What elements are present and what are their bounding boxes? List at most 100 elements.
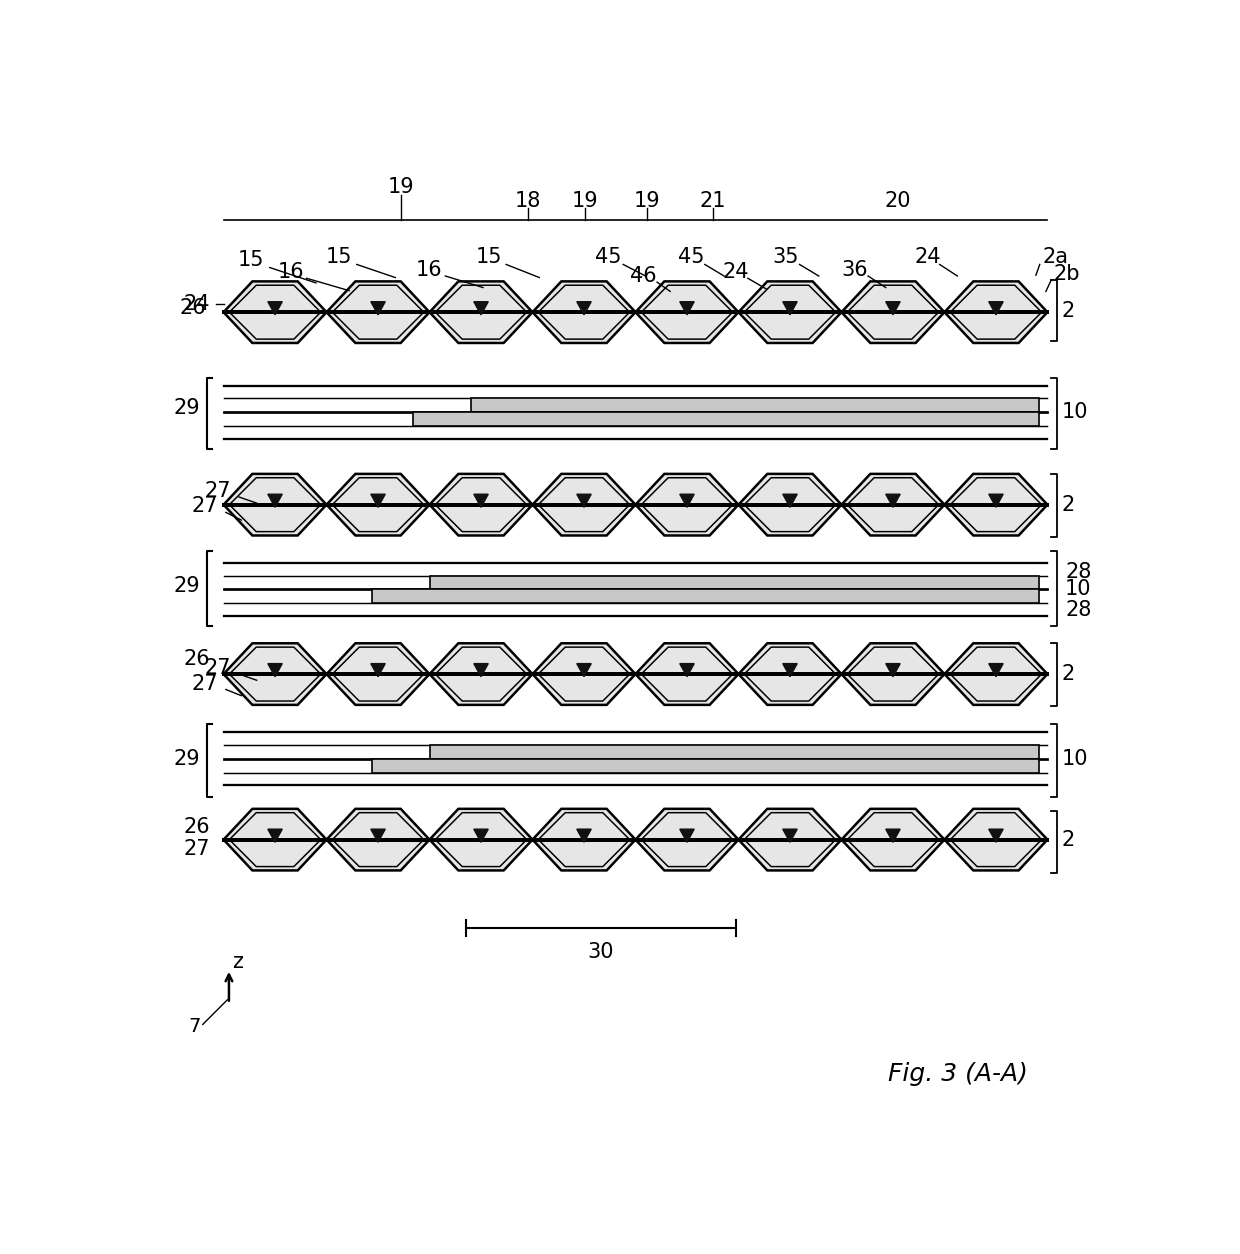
Polygon shape — [739, 643, 842, 705]
Polygon shape — [945, 809, 1048, 870]
Text: 28: 28 — [1065, 563, 1091, 582]
Text: 16: 16 — [415, 260, 443, 280]
Polygon shape — [782, 302, 797, 315]
Text: 2: 2 — [1061, 830, 1075, 850]
Text: 28: 28 — [1065, 601, 1091, 621]
Polygon shape — [842, 809, 945, 870]
Polygon shape — [842, 281, 945, 344]
Polygon shape — [532, 809, 635, 870]
Polygon shape — [635, 809, 739, 870]
Text: 2: 2 — [1061, 665, 1075, 685]
Polygon shape — [474, 494, 489, 508]
Polygon shape — [945, 281, 1048, 344]
Polygon shape — [372, 759, 1039, 772]
Text: 45: 45 — [595, 247, 621, 267]
Polygon shape — [429, 643, 532, 705]
Text: 10: 10 — [1061, 403, 1087, 423]
Text: 10: 10 — [1065, 579, 1091, 599]
Polygon shape — [429, 576, 1039, 589]
Text: 29: 29 — [174, 576, 201, 596]
Text: 27: 27 — [205, 480, 231, 500]
Polygon shape — [577, 829, 591, 843]
Text: 10: 10 — [1061, 749, 1087, 769]
Polygon shape — [680, 663, 694, 677]
Polygon shape — [326, 809, 429, 870]
Polygon shape — [371, 494, 386, 508]
Polygon shape — [223, 643, 326, 705]
Text: 19: 19 — [634, 191, 661, 211]
Text: 19: 19 — [387, 177, 414, 197]
Polygon shape — [532, 474, 635, 535]
Polygon shape — [635, 474, 739, 535]
Polygon shape — [577, 302, 591, 315]
Text: 29: 29 — [174, 399, 201, 419]
Text: 15: 15 — [237, 250, 264, 270]
Polygon shape — [326, 474, 429, 535]
Polygon shape — [268, 663, 283, 677]
Text: 26: 26 — [180, 298, 206, 319]
Polygon shape — [842, 474, 945, 535]
Polygon shape — [577, 494, 591, 508]
Polygon shape — [474, 663, 489, 677]
Polygon shape — [268, 302, 283, 315]
Polygon shape — [372, 589, 1039, 603]
Text: 24: 24 — [915, 247, 941, 267]
Polygon shape — [223, 281, 326, 344]
Polygon shape — [413, 413, 1039, 426]
Polygon shape — [680, 829, 694, 843]
Polygon shape — [429, 745, 1039, 759]
Polygon shape — [988, 829, 1003, 843]
Polygon shape — [635, 281, 739, 344]
Polygon shape — [680, 302, 694, 315]
Polygon shape — [842, 643, 945, 705]
Text: 30: 30 — [588, 942, 614, 962]
Text: 27: 27 — [192, 675, 218, 695]
Text: z: z — [232, 952, 243, 972]
Text: 2: 2 — [1061, 494, 1075, 514]
Polygon shape — [988, 663, 1003, 677]
Text: 29: 29 — [174, 749, 201, 769]
Polygon shape — [326, 281, 429, 344]
Polygon shape — [268, 829, 283, 843]
Polygon shape — [739, 474, 842, 535]
Polygon shape — [680, 494, 694, 508]
Polygon shape — [577, 663, 591, 677]
Polygon shape — [223, 474, 326, 535]
Text: 19: 19 — [572, 191, 599, 211]
Text: 21: 21 — [699, 191, 725, 211]
Text: 2b: 2b — [1054, 263, 1080, 283]
Polygon shape — [429, 474, 532, 535]
Polygon shape — [471, 399, 1039, 413]
Text: 2a: 2a — [1042, 247, 1068, 267]
Polygon shape — [885, 663, 900, 677]
Text: 27: 27 — [184, 839, 211, 859]
Polygon shape — [429, 809, 532, 870]
Polygon shape — [782, 663, 797, 677]
Polygon shape — [945, 643, 1048, 705]
Text: 26: 26 — [184, 648, 211, 668]
Polygon shape — [885, 829, 900, 843]
Text: 15: 15 — [326, 247, 352, 267]
Text: 24: 24 — [184, 295, 211, 315]
Polygon shape — [268, 494, 283, 508]
Text: 27: 27 — [205, 658, 231, 678]
Polygon shape — [885, 302, 900, 315]
Text: 46: 46 — [630, 266, 656, 286]
Text: Fig. 3 (A-A): Fig. 3 (A-A) — [888, 1062, 1028, 1086]
Text: 16: 16 — [278, 262, 304, 282]
Text: 45: 45 — [678, 247, 706, 267]
Polygon shape — [532, 643, 635, 705]
Polygon shape — [474, 302, 489, 315]
Polygon shape — [739, 281, 842, 344]
Polygon shape — [326, 643, 429, 705]
Text: 36: 36 — [842, 260, 868, 280]
Polygon shape — [371, 663, 386, 677]
Polygon shape — [474, 829, 489, 843]
Polygon shape — [371, 829, 386, 843]
Polygon shape — [371, 302, 386, 315]
Polygon shape — [988, 302, 1003, 315]
Text: 15: 15 — [476, 247, 502, 267]
Polygon shape — [885, 494, 900, 508]
Polygon shape — [429, 281, 532, 344]
Text: 27: 27 — [192, 497, 218, 517]
